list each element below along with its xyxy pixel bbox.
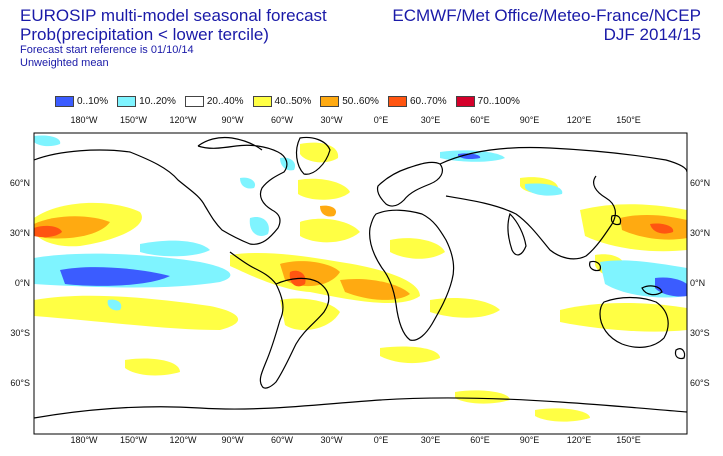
lon-label-bottom: 150°E [616,435,641,445]
legend-swatch [455,95,475,107]
legend-label: 10..20% [139,95,176,107]
legend-swatch [117,95,137,107]
legend-item-5: 60..70% [387,94,447,108]
legend-label: 70..100% [477,95,520,107]
mean-type: Unweighted mean [20,57,109,69]
lon-label-bottom: 0°E [374,435,389,445]
legend-label: 40..50% [274,95,312,107]
legend-item-6: 70..100% [455,94,520,108]
lon-label-bottom: 60°E [470,435,490,445]
lat-label-right: 30°S [690,328,710,338]
legend-label: 20..40% [206,95,244,107]
lon-label-top: 120°W [169,115,197,125]
lon-label-bottom: 30°W [320,435,343,445]
source-block: ECMWF/Met Office/Meteo-France/NCEP DJF 2… [392,6,701,44]
lat-label-left: 60°N [10,178,30,188]
lon-label-top: 60°E [470,115,490,125]
lat-label-right: 30°N [690,228,710,238]
latitude-ticks: 60°N 60°N 30°N 30°N 0°N 0°N 30°S 30°S 60°S 60°S [10,178,710,388]
lon-label-top: 0°E [374,115,389,125]
lon-label-bottom: 60°W [271,435,294,445]
main-title: EUROSIP multi-model seasonal forecast [20,6,327,25]
legend-swatch [55,95,74,107]
lon-label-bottom: 120°E [567,435,592,445]
coastlines [34,136,687,419]
lat-label-right: 60°N [690,178,710,188]
legend: 0..10% 10..20% 20..40% 40..50% 50..60% 6… [55,94,529,108]
sub-title: Prob(precipitation < lower tercile) [20,25,269,44]
lat-label-left: 60°S [10,378,30,388]
legend-swatch [387,95,407,107]
legend-label: 60..70% [409,95,447,107]
legend-item-2: 20..40% [184,94,244,108]
lat-label-left: 30°S [10,328,30,338]
lon-label-top: 180°W [70,115,98,125]
lon-label-top: 150°E [616,115,641,125]
legend-swatch [252,95,272,107]
band-40-50 [34,142,687,422]
longitude-ticks: 180°W 180°W 150°W 150°W 120°W 120°W 90°W 90°W 60… [70,115,640,445]
lon-label-top: 90°W [221,115,244,125]
lat-label-left: 0°N [15,278,30,288]
lon-label-bottom: 120°W [169,435,197,445]
legend-item-1: 10..20% [117,94,176,108]
season-label: DJF 2014/15 [603,25,701,44]
legend-label: 50..60% [342,95,379,107]
lat-label-right: 60°S [690,378,710,388]
lon-label-top: 120°E [567,115,592,125]
lat-label-left: 30°N [10,228,30,238]
probability-shading [34,135,687,422]
lon-label-bottom: 30°E [421,435,441,445]
lat-label-right: 0°N [690,278,705,288]
map-frame [33,132,688,435]
legend-item-4: 50..60% [320,94,379,108]
legend-swatch [320,95,340,107]
lon-label-top: 90°E [520,115,540,125]
lon-label-bottom: 90°W [221,435,244,445]
lon-label-top: 150°W [120,115,148,125]
lon-label-bottom: 180°W [70,435,98,445]
lon-label-bottom: 150°W [120,435,148,445]
legend-item-3: 40..50% [252,94,312,108]
legend-item-0: 0..10% [55,94,108,108]
lon-label-bottom: 90°E [520,435,540,445]
source-agencies: ECMWF/Met Office/Meteo-France/NCEP [392,6,701,25]
forecast-start: Forecast start reference is 01/10/14 [20,44,194,56]
legend-swatch [184,95,204,107]
band-0-10 [60,153,687,297]
title-block: EUROSIP multi-model seasonal forecast Pr… [20,6,327,70]
lon-label-top: 30°E [421,115,441,125]
lon-label-top: 30°W [320,115,343,125]
lon-label-top: 60°W [271,115,294,125]
legend-label: 0..10% [77,95,109,107]
